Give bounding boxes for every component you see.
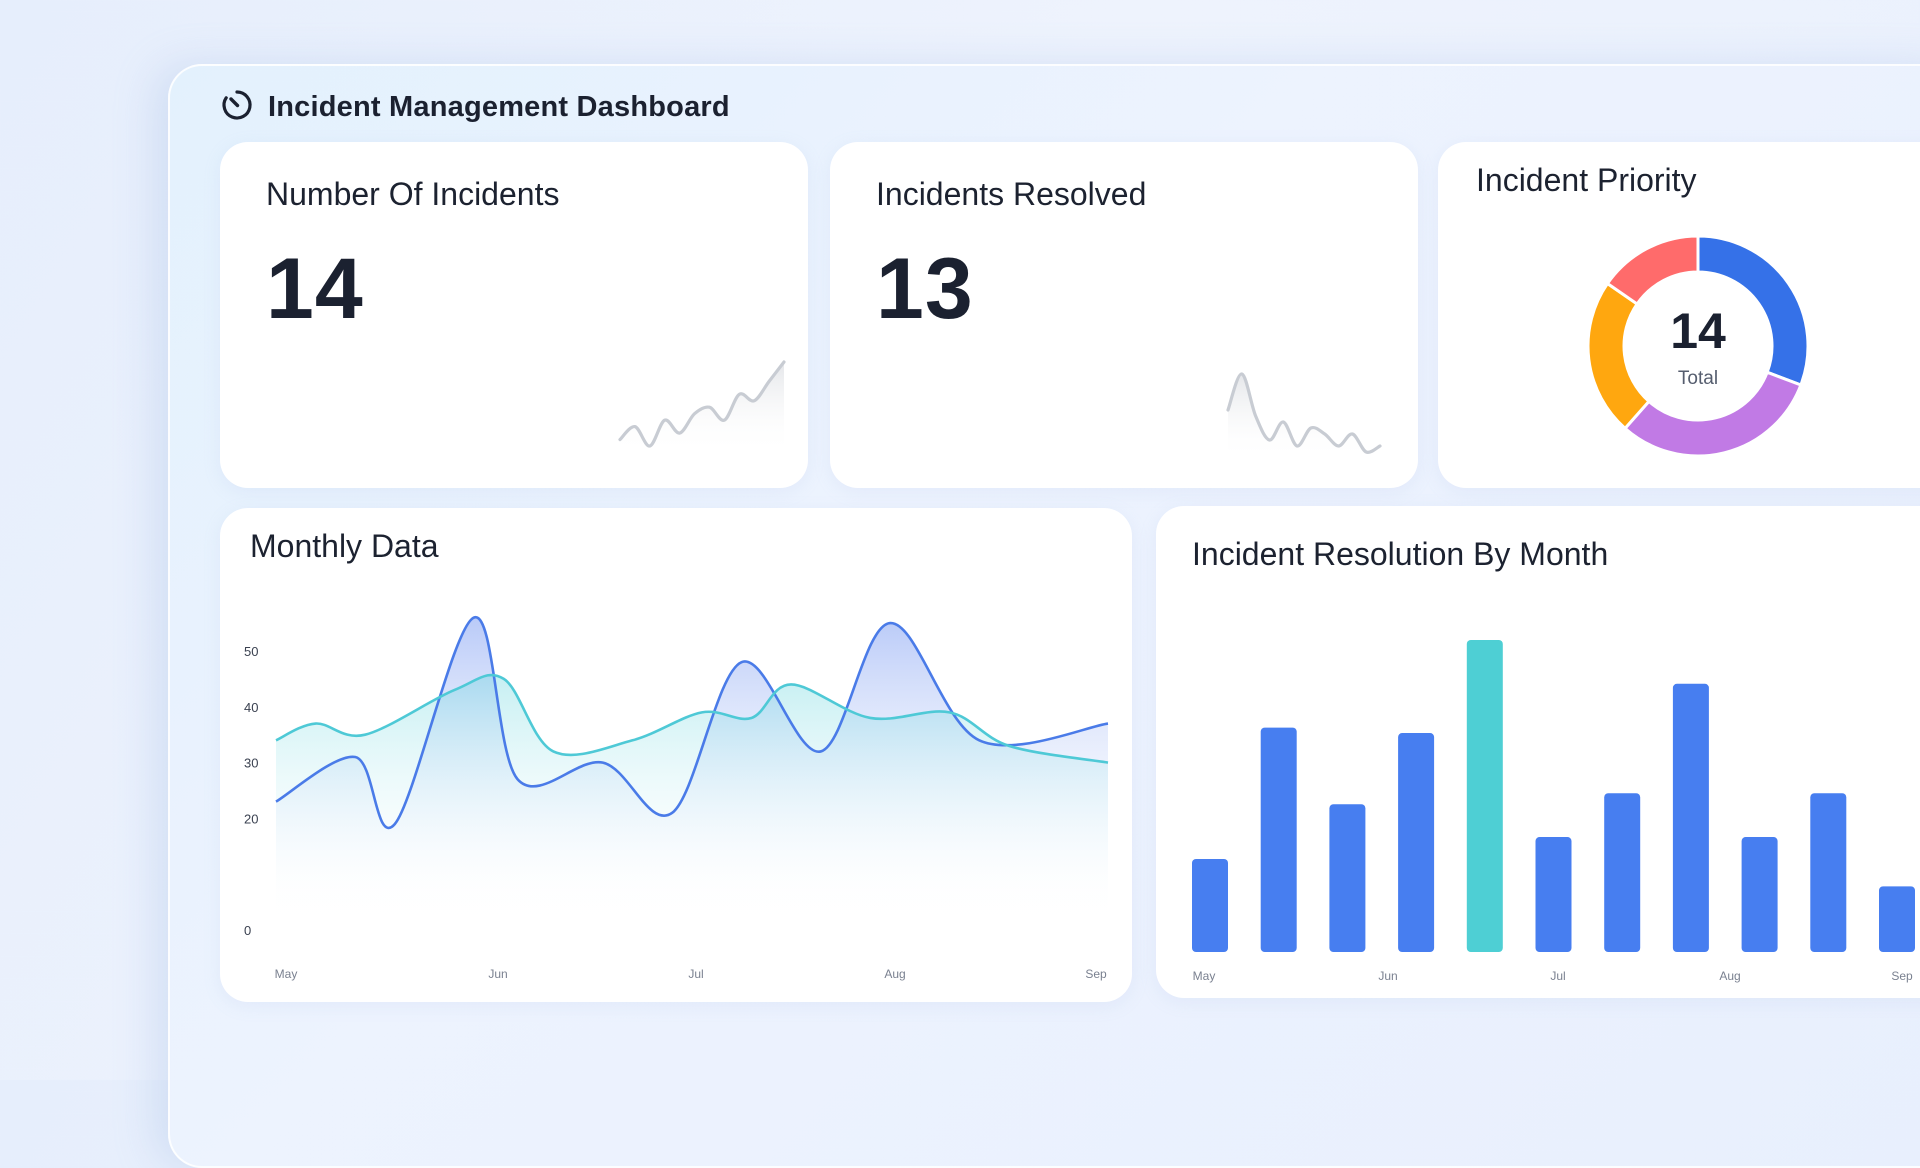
series-area-1 — [276, 675, 1108, 918]
x-tick-label: Sep — [1891, 969, 1913, 983]
bar-1 — [1260, 727, 1297, 952]
bar-3 — [1398, 733, 1435, 952]
x-tick-label: May — [275, 967, 298, 981]
y-tick-label: 40 — [244, 700, 258, 715]
y-tick-label: 30 — [244, 756, 258, 771]
x-tick-label: Aug — [884, 967, 905, 981]
donut-total-value: 14 — [1670, 303, 1726, 359]
series-line-0 — [275, 616, 1109, 829]
donut-total-label: Total — [1677, 368, 1719, 389]
monthly-title: Monthly Data — [250, 528, 439, 564]
y-tick-label: 0 — [244, 923, 251, 938]
x-tick-label: Jun — [488, 967, 507, 981]
bar-0 — [1192, 858, 1228, 952]
x-tick-label: Jul — [688, 967, 703, 981]
kpi-title: Number Of Incidents — [266, 176, 560, 212]
bar-9 — [1810, 793, 1847, 952]
priority-title: Incident Priority — [1476, 162, 1697, 198]
monthly-data-card[interactable]: Monthly Data 0 20 30 40 50 May Jun Jul Aug Sep — [220, 508, 1132, 1002]
priority-donut: 14 Total — [1586, 234, 1810, 458]
y-tick-label: 20 — [244, 811, 258, 826]
sparkline-line — [618, 360, 786, 448]
bar-7 — [1672, 683, 1709, 952]
bar-4 — [1466, 640, 1503, 952]
kpi-value: 13 — [876, 241, 974, 337]
header: Incident Management Dashboard — [220, 88, 730, 127]
x-tick-label: Aug — [1719, 969, 1740, 983]
resolution-title: Incident Resolution By Month — [1192, 536, 1609, 572]
bar-8 — [1741, 837, 1778, 952]
incidents-sparkline — [618, 360, 786, 454]
kpi-card-incidents[interactable]: Number Of Incidents 14 — [220, 142, 808, 488]
kpi-title: Incidents Resolved — [876, 176, 1147, 212]
sparkline-area — [620, 362, 784, 454]
monthly-area-chart: 0 20 30 40 50 May Jun Jul Aug Sep — [244, 616, 1109, 981]
kpi-value: 14 — [266, 241, 364, 337]
bar-10 — [1879, 886, 1915, 952]
y-tick-label: 50 — [244, 644, 258, 659]
bar-6 — [1604, 793, 1641, 952]
resolved-sparkline — [1226, 372, 1382, 460]
donut-slice-1 — [1622, 370, 1803, 458]
x-tick-label: May — [1193, 969, 1216, 983]
sparkline-line — [1226, 372, 1382, 454]
series-line-1 — [275, 673, 1109, 764]
priority-donut-chart — [1586, 234, 1810, 458]
resolution-bar-chart: May Jun Jul Aug Sep — [1192, 640, 1915, 983]
x-tick-label: Jun — [1378, 969, 1397, 983]
priority-card[interactable]: Incident Priority 14 Total — [1438, 142, 1920, 488]
x-tick-label: Sep — [1085, 967, 1107, 981]
donut-slice-0 — [1696, 234, 1810, 387]
sparkline-area — [1228, 373, 1380, 460]
bar-2 — [1329, 804, 1366, 952]
kpi-card-resolved[interactable]: Incidents Resolved 13 — [830, 142, 1418, 488]
resolution-card[interactable]: Incident Resolution By Month May Jun Jul Au… — [1156, 506, 1920, 998]
bar-5 — [1535, 837, 1572, 952]
x-tick-label: Jul — [1550, 969, 1565, 983]
timer-icon — [220, 88, 254, 127]
donut-slice-3 — [1605, 234, 1700, 307]
page-title: Incident Management Dashboard — [268, 91, 730, 123]
